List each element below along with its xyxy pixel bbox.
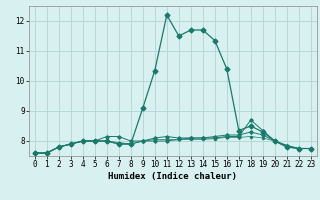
- X-axis label: Humidex (Indice chaleur): Humidex (Indice chaleur): [108, 172, 237, 181]
